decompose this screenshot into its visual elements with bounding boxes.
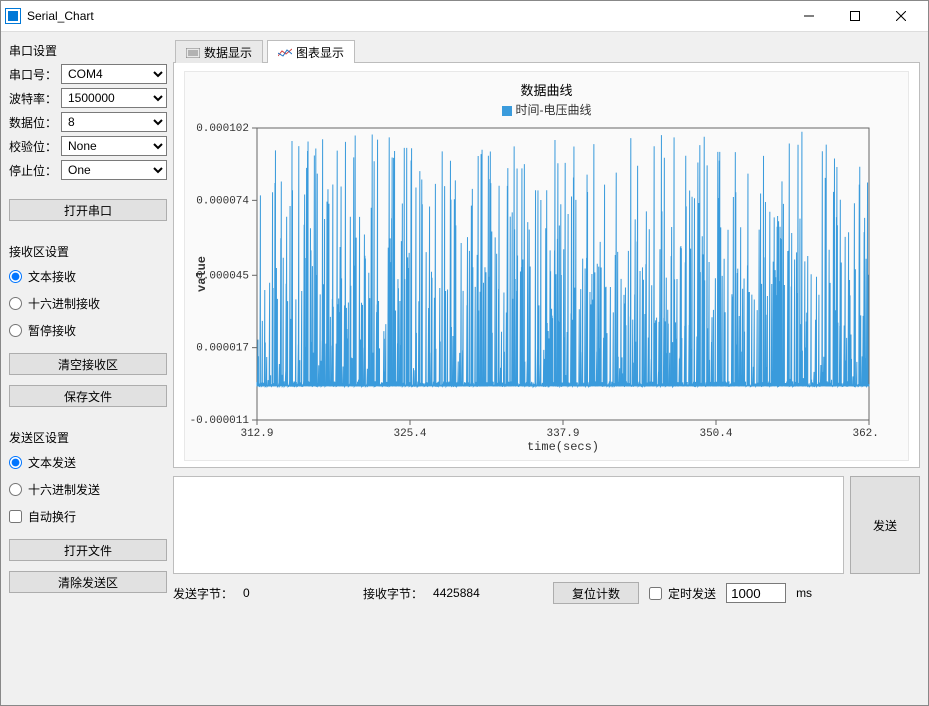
svg-text:-0.000011: -0.000011 [190, 415, 250, 427]
tx-radio-hex-row[interactable]: 十六进制发送 [9, 481, 167, 498]
rx-radio-pause[interactable] [9, 324, 22, 337]
rx-radio-pause-label: 暂停接收 [28, 322, 76, 339]
svg-text:337.9: 337.9 [546, 428, 579, 440]
tx-radio-text[interactable] [9, 456, 22, 469]
timed-send-checkbox[interactable] [649, 587, 662, 600]
row-parity: 校验位： None [9, 136, 167, 156]
save-file-button[interactable]: 保存文件 [9, 385, 167, 407]
row-stop: 停止位： One [9, 160, 167, 180]
tx-radio-hex-label: 十六进制发送 [28, 481, 100, 498]
rx-radio-hex[interactable] [9, 297, 22, 310]
rx-radio-pause-row[interactable]: 暂停接收 [9, 322, 167, 339]
svg-text:0.000102: 0.000102 [196, 123, 249, 135]
send-button-label: 发送 [873, 517, 897, 534]
app-window: Serial_Chart 串口设置 串口号： COM4 波特率： 1500000… [0, 0, 929, 706]
rx-radio-hex-row[interactable]: 十六进制接收 [9, 295, 167, 312]
window-title: Serial_Chart [27, 9, 94, 23]
main-area: 数据显示 图表显示 数据曲线 时间-电压曲线 -0.000011 0.000017… [173, 38, 920, 697]
rx-bytes-value: 4425884 [433, 586, 543, 600]
legend-swatch [502, 106, 512, 116]
autowrap-row[interactable]: 自动换行 [9, 508, 167, 525]
tx-radio-hex[interactable] [9, 483, 22, 496]
clear-rx-button[interactable]: 清空接收区 [9, 353, 167, 375]
stopbits-select[interactable]: One [61, 160, 167, 180]
svg-text:0.000017: 0.000017 [196, 343, 249, 355]
svg-text:312.9: 312.9 [240, 428, 273, 440]
svg-text:362.9: 362.9 [852, 428, 879, 440]
rx-radio-text-row[interactable]: 文本接收 [9, 268, 167, 285]
sidebar: 串口设置 串口号： COM4 波特率： 1500000 数据位： 8 校验位： … [9, 38, 167, 697]
chart-title: 数据曲线 [189, 80, 904, 99]
rx-radio-hex-label: 十六进制接收 [28, 295, 100, 312]
send-button[interactable]: 发送 [850, 476, 920, 574]
rx-group-title: 接收区设置 [9, 243, 167, 260]
minimize-button[interactable] [786, 1, 832, 31]
open-port-button[interactable]: 打开串口 [9, 199, 167, 221]
statusbar: 发送字节： 0 接收字节： 4425884 复位计数 定时发送 ms [173, 582, 920, 604]
tx-radio-text-row[interactable]: 文本发送 [9, 454, 167, 471]
row-baud: 波特率： 1500000 [9, 88, 167, 108]
row-port: 串口号： COM4 [9, 64, 167, 84]
databits-label: 数据位： [9, 114, 61, 131]
chart-svg: -0.0000110.0000170.0000450.0000740.00010… [189, 122, 879, 456]
tab-chart[interactable]: 图表显示 [267, 40, 355, 63]
port-group-title: 串口设置 [9, 42, 167, 59]
maximize-button[interactable] [832, 1, 878, 31]
chart-legend: 时间-电压曲线 [189, 101, 904, 118]
chart-host: 数据曲线 时间-电压曲线 -0.0000110.0000170.0000450.… [184, 71, 909, 461]
parity-select[interactable]: None [61, 136, 167, 156]
chart-tab-icon [278, 47, 292, 57]
tabpanel: 数据曲线 时间-电压曲线 -0.0000110.0000170.0000450.… [173, 62, 920, 468]
rx-radio-text-label: 文本接收 [28, 268, 76, 285]
svg-text:value: value [195, 256, 209, 292]
svg-text:325.4: 325.4 [393, 428, 426, 440]
svg-text:0.000074: 0.000074 [196, 195, 249, 207]
reset-count-button[interactable]: 复位计数 [553, 582, 639, 604]
tab-data[interactable]: 数据显示 [175, 40, 263, 63]
port-label: 串口号： [9, 66, 61, 83]
parity-label: 校验位： [9, 138, 61, 155]
interval-input[interactable] [726, 583, 786, 603]
data-tab-icon [186, 47, 200, 57]
stopbits-label: 停止位： [9, 162, 61, 179]
titlebar: Serial_Chart [1, 1, 928, 32]
tab-data-label: 数据显示 [204, 44, 252, 61]
databits-select[interactable]: 8 [61, 112, 167, 132]
tx-bytes-label: 发送字节： [173, 585, 233, 602]
port-select[interactable]: COM4 [61, 64, 167, 84]
autowrap-checkbox[interactable] [9, 510, 22, 523]
interval-unit: ms [796, 586, 812, 600]
clear-tx-button[interactable]: 清除发送区 [9, 571, 167, 593]
send-textarea[interactable] [173, 476, 844, 574]
close-button[interactable] [878, 1, 924, 31]
window-controls [786, 1, 924, 31]
rx-radio-text[interactable] [9, 270, 22, 283]
tx-group-title: 发送区设置 [9, 429, 167, 446]
open-file-button[interactable]: 打开文件 [9, 539, 167, 561]
tab-chart-label: 图表显示 [296, 44, 344, 61]
client-area: 串口设置 串口号： COM4 波特率： 1500000 数据位： 8 校验位： … [1, 32, 928, 705]
autowrap-label: 自动换行 [28, 508, 76, 525]
timed-send-label: 定时发送 [668, 585, 716, 602]
svg-text:time(secs): time(secs) [527, 440, 599, 454]
app-icon [5, 8, 21, 24]
svg-text:350.4: 350.4 [699, 428, 732, 440]
rx-bytes-label: 接收字节： [363, 585, 423, 602]
tx-bytes-value: 0 [243, 586, 353, 600]
baud-label: 波特率： [9, 90, 61, 107]
row-data: 数据位： 8 [9, 112, 167, 132]
tx-radio-text-label: 文本发送 [28, 454, 76, 471]
baud-select[interactable]: 1500000 [61, 88, 167, 108]
timed-send-row[interactable]: 定时发送 [649, 585, 716, 602]
send-split: 发送 [173, 476, 920, 574]
legend-label: 时间-电压曲线 [516, 103, 592, 117]
tabstrip: 数据显示 图表显示 [175, 38, 920, 62]
